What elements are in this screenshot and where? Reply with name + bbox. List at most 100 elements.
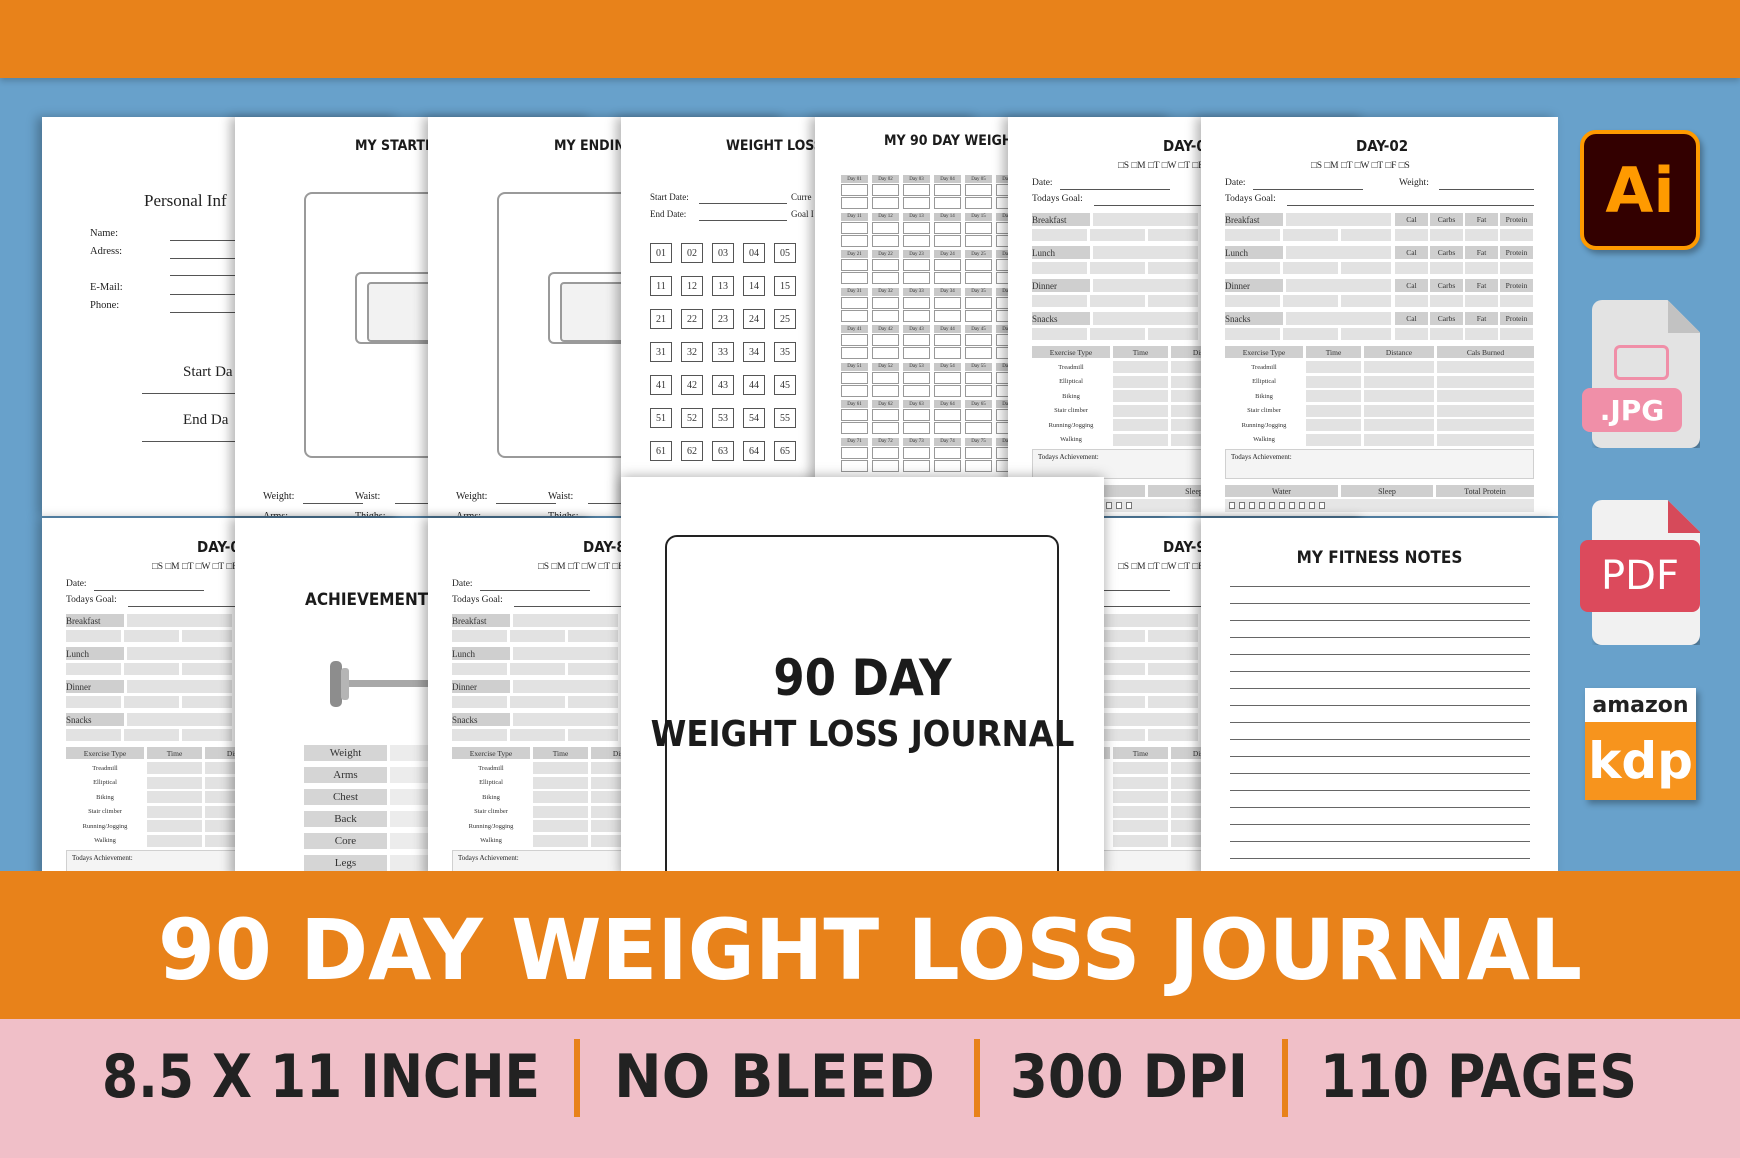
meal-field — [124, 696, 179, 708]
macro-field — [1465, 295, 1498, 307]
meal-field — [1225, 295, 1280, 307]
specs: 8.5 X 11 INCHE NO BLEED 300 DPI 110 PAGES — [102, 1039, 1637, 1117]
field-label: Phone: — [90, 300, 120, 311]
rule — [303, 503, 363, 504]
water-glass — [1249, 502, 1255, 509]
cover-line1: 90 DAY — [773, 649, 952, 707]
meal-field — [510, 663, 565, 675]
meal-field — [1148, 229, 1198, 241]
exercise-field — [1306, 419, 1361, 431]
meal-field — [1148, 262, 1198, 274]
water-glass — [1309, 502, 1315, 509]
date-label: Date: — [1225, 178, 1246, 188]
water-glass — [1299, 502, 1305, 509]
day-cell — [903, 446, 930, 459]
goal-label: Todays Goal: — [1032, 194, 1083, 204]
meal-field — [1093, 713, 1198, 726]
macro-header: Cal — [1395, 279, 1428, 292]
day-number: 34 — [743, 342, 765, 362]
meal-field — [1093, 680, 1198, 693]
journal-page: DAY-02 □S □M □T □W □T □F □S Date: Weight: To… — [1201, 117, 1558, 516]
day-cell-label: Day 23 — [903, 250, 930, 258]
exercise-field — [1364, 375, 1434, 388]
exercise-name: Biking — [452, 791, 530, 803]
rule — [1230, 654, 1530, 655]
achievement-row: Legs — [304, 855, 387, 871]
achievement-label: Todays Achievement: — [72, 854, 133, 862]
macro-header: Protein — [1500, 312, 1533, 325]
macro-field — [1500, 229, 1533, 241]
day-cell — [965, 184, 992, 196]
day-number: 44 — [743, 375, 765, 395]
meal-field — [1090, 262, 1145, 274]
exercise-field — [1306, 390, 1361, 402]
meal-field — [1283, 295, 1338, 307]
rule — [1230, 807, 1530, 808]
exercise-header: Time — [533, 747, 588, 759]
water-glass — [1279, 502, 1285, 509]
day-cell — [965, 259, 992, 271]
exercise-field — [533, 762, 588, 774]
day-cell-label: Day 11 — [841, 212, 868, 221]
banner-title: 90 DAY WEIGHT LOSS JOURNAL — [158, 901, 1582, 999]
day-number: 13 — [712, 276, 734, 296]
day-cell — [965, 422, 992, 434]
day-cell — [903, 371, 930, 384]
day-cell-label: Day 44 — [934, 325, 961, 333]
macro-field — [1500, 295, 1533, 307]
macro-header: Protein — [1500, 246, 1533, 259]
meal-field — [182, 630, 232, 642]
rule — [1230, 688, 1530, 689]
day-number: 14 — [743, 276, 765, 296]
day-cell — [965, 221, 992, 234]
meal-field — [124, 630, 179, 642]
day-cell — [965, 446, 992, 459]
exercise-field — [1113, 404, 1168, 417]
meal-field — [510, 696, 565, 708]
exercise-field — [1437, 433, 1534, 446]
day-cell — [841, 197, 868, 209]
exercise-header: Distance — [1364, 346, 1434, 358]
meal-field — [127, 680, 232, 693]
exercise-field — [1364, 433, 1434, 446]
meal-field — [1148, 663, 1198, 675]
exercise-name: Running/Jogging — [1225, 419, 1303, 431]
exercise-field — [1113, 805, 1168, 818]
meal-field — [1093, 213, 1198, 226]
rule — [94, 590, 204, 591]
goal-label: Todays Goal: — [1225, 194, 1276, 204]
meal-field — [182, 696, 232, 708]
meal-field — [1225, 262, 1280, 274]
meal-label: Lunch — [1032, 246, 1090, 259]
exercise-field — [533, 834, 588, 847]
exercise-field — [1113, 834, 1168, 847]
macro-header: Protein — [1500, 213, 1533, 226]
meal-field — [1341, 295, 1391, 307]
spec: 300 DPI — [1010, 1042, 1248, 1112]
exercise-name: Stair climber — [1032, 404, 1110, 417]
day-cell-label: Day 25 — [965, 250, 992, 258]
exercise-name: Walking — [452, 834, 530, 847]
meal-field — [452, 729, 507, 741]
day-cell — [903, 234, 930, 247]
field-label: Start Date: — [650, 192, 689, 202]
day-number: 64 — [743, 441, 765, 461]
meal-label: Snacks — [1225, 312, 1283, 325]
day-cell — [934, 384, 961, 397]
day-number: 52 — [681, 408, 703, 428]
achievement-box — [1225, 449, 1534, 479]
day-cell — [841, 446, 868, 459]
page-title: DAY-0 — [1163, 137, 1206, 155]
macro-header: Fat — [1465, 246, 1498, 259]
day-number: 62 — [681, 441, 703, 461]
day-cell — [872, 259, 899, 271]
badge-ai-text: Ai — [1605, 153, 1675, 227]
rule — [1230, 637, 1530, 638]
day-cell — [934, 197, 961, 209]
water-glass — [1126, 502, 1132, 509]
exercise-field — [533, 805, 588, 818]
field-label: E-Mail: — [90, 282, 123, 293]
meal-field — [1341, 262, 1391, 274]
